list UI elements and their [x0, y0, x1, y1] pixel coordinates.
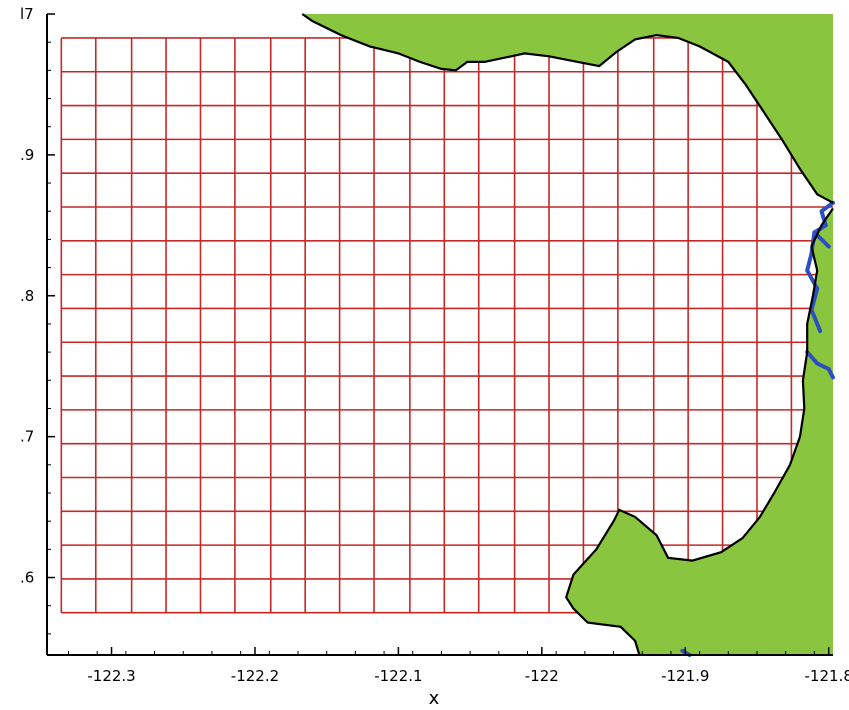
x-tick-label: -122	[525, 667, 559, 685]
y-tick-label: .6	[20, 569, 34, 587]
y-tick-label: .7	[20, 428, 34, 446]
x-tick-label: -121.8	[805, 667, 849, 685]
coastline-layer	[301, 13, 834, 656]
y-tick-label: l7	[20, 5, 34, 23]
land-layer	[302, 14, 833, 655]
land-south	[566, 208, 833, 655]
x-tick-label: -122.3	[87, 667, 135, 685]
x-tick-label: -122.2	[231, 667, 279, 685]
axes	[46, 14, 833, 656]
y-tick-label: .8	[20, 287, 34, 305]
x-tick-label: -122.1	[374, 667, 422, 685]
river	[812, 200, 835, 249]
grid-layer	[60, 37, 833, 614]
river	[805, 350, 835, 380]
land-north	[302, 14, 833, 203]
coastline-north	[301, 13, 834, 204]
x-tick-label: -121.9	[661, 667, 709, 685]
coastline-south	[564, 207, 834, 656]
x-axis-title: x	[429, 688, 440, 709]
y-tick-label: .9	[20, 146, 34, 164]
tick-layer: -122.3 -122.2 -122.1 -122 -121.9 -121.8 l7 .9 .8…	[20, 5, 849, 685]
